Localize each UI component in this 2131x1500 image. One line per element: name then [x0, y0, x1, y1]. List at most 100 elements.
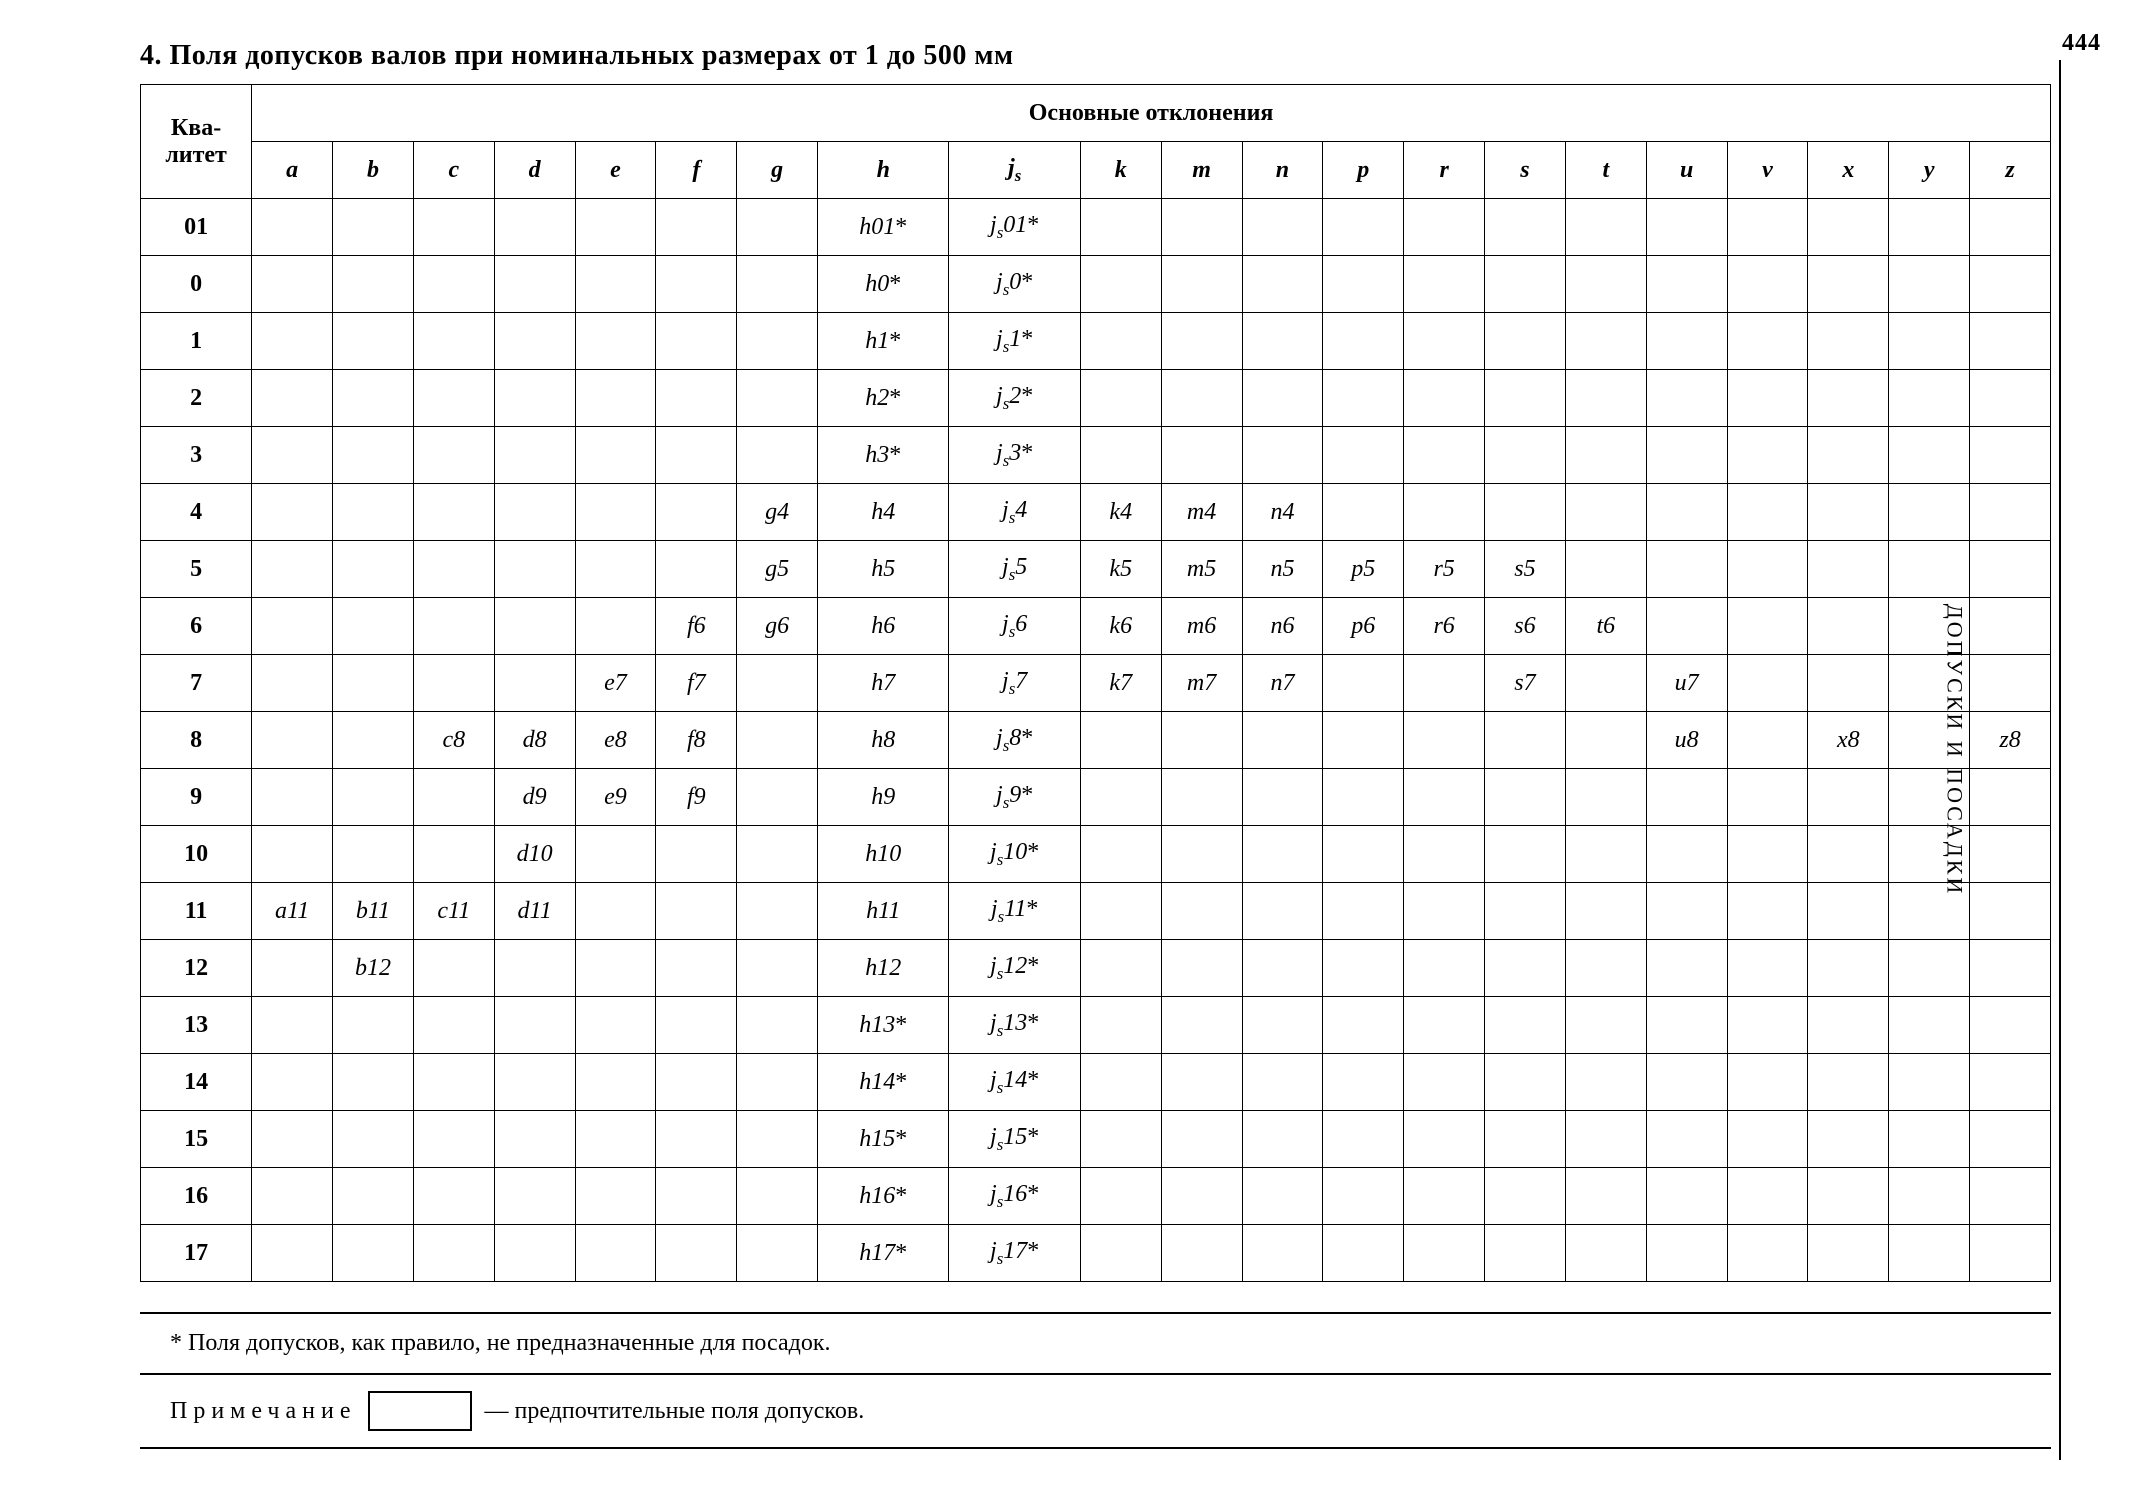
cell: js14*	[949, 1054, 1080, 1111]
cell	[575, 370, 656, 427]
cell	[333, 313, 414, 370]
cell: h9	[818, 769, 949, 826]
cell: n7	[1242, 655, 1323, 712]
cell	[656, 997, 737, 1054]
cell	[1323, 1111, 1404, 1168]
header-dev-u: u	[1646, 142, 1727, 199]
cell	[333, 199, 414, 256]
cell: e7	[575, 655, 656, 712]
cell: k6	[1080, 598, 1161, 655]
table-head: Ква-литет Основные отклонения abcdefghjs…	[141, 85, 2051, 199]
cell	[575, 199, 656, 256]
cell	[1080, 313, 1161, 370]
cell	[1727, 484, 1808, 541]
cell	[575, 598, 656, 655]
cell	[333, 1054, 414, 1111]
cell	[1727, 655, 1808, 712]
header-row-1: Ква-литет Основные отклонения	[141, 85, 2051, 142]
cell: js6	[949, 598, 1080, 655]
cell	[1485, 1168, 1566, 1225]
cell	[333, 655, 414, 712]
cell: e8	[575, 712, 656, 769]
cell: h4	[818, 484, 949, 541]
cell	[1404, 712, 1485, 769]
cell	[575, 256, 656, 313]
cell	[737, 1054, 818, 1111]
cell	[1727, 1225, 1808, 1282]
cell	[575, 427, 656, 484]
cell: n4	[1242, 484, 1323, 541]
cell	[737, 427, 818, 484]
cell	[333, 769, 414, 826]
cell	[1404, 883, 1485, 940]
cell: h7	[818, 655, 949, 712]
cell	[252, 655, 333, 712]
cell	[1970, 883, 2051, 940]
cell: s6	[1485, 598, 1566, 655]
cell: js5	[949, 541, 1080, 598]
cell	[1242, 370, 1323, 427]
cell	[1970, 1225, 2051, 1282]
cell	[1485, 712, 1566, 769]
cell	[494, 484, 575, 541]
cell: h3*	[818, 427, 949, 484]
cell	[1323, 826, 1404, 883]
table-row: 9d9e9f9h9js9*	[141, 769, 2051, 826]
cell	[656, 370, 737, 427]
header-dev-x: x	[1808, 142, 1889, 199]
cell: e9	[575, 769, 656, 826]
cell: f7	[656, 655, 737, 712]
cell: js2*	[949, 370, 1080, 427]
cell	[1485, 313, 1566, 370]
cell	[333, 997, 414, 1054]
cell	[1970, 769, 2051, 826]
cell	[1323, 370, 1404, 427]
cell: h11	[818, 883, 949, 940]
cell	[1646, 1168, 1727, 1225]
cell	[1646, 484, 1727, 541]
cell	[1727, 883, 1808, 940]
cell: k7	[1080, 655, 1161, 712]
cell: h5	[818, 541, 949, 598]
cell	[1080, 256, 1161, 313]
cell: n5	[1242, 541, 1323, 598]
cell	[1323, 313, 1404, 370]
grade-cell: 4	[141, 484, 252, 541]
cell: js12*	[949, 940, 1080, 997]
cell: h13*	[818, 997, 949, 1054]
cell	[1485, 940, 1566, 997]
cell: c8	[413, 712, 494, 769]
header-dev-h: h	[818, 142, 949, 199]
cell	[252, 1225, 333, 1282]
cell	[1161, 1168, 1242, 1225]
cell	[1727, 1168, 1808, 1225]
cell: js16*	[949, 1168, 1080, 1225]
cell: d8	[494, 712, 575, 769]
cell	[737, 712, 818, 769]
cell	[1646, 370, 1727, 427]
cell	[575, 313, 656, 370]
cell: h0*	[818, 256, 949, 313]
cell: js10*	[949, 826, 1080, 883]
cell	[1242, 826, 1323, 883]
cell: m7	[1161, 655, 1242, 712]
cell	[1080, 1054, 1161, 1111]
cell	[1808, 370, 1889, 427]
cell	[413, 1225, 494, 1282]
cell	[1889, 370, 1970, 427]
page-number: 444	[2062, 30, 2101, 57]
cell: u8	[1646, 712, 1727, 769]
cell	[1727, 370, 1808, 427]
cell	[575, 940, 656, 997]
cell	[1565, 199, 1646, 256]
cell	[1808, 541, 1889, 598]
cell	[737, 997, 818, 1054]
cell	[656, 427, 737, 484]
cell	[656, 1168, 737, 1225]
cell	[575, 484, 656, 541]
cell	[252, 256, 333, 313]
cell	[413, 598, 494, 655]
table-row: 8c8d8e8f8h8js8*u8x8z8	[141, 712, 2051, 769]
cell	[1727, 1111, 1808, 1168]
header-grade: Ква-литет	[141, 85, 252, 199]
